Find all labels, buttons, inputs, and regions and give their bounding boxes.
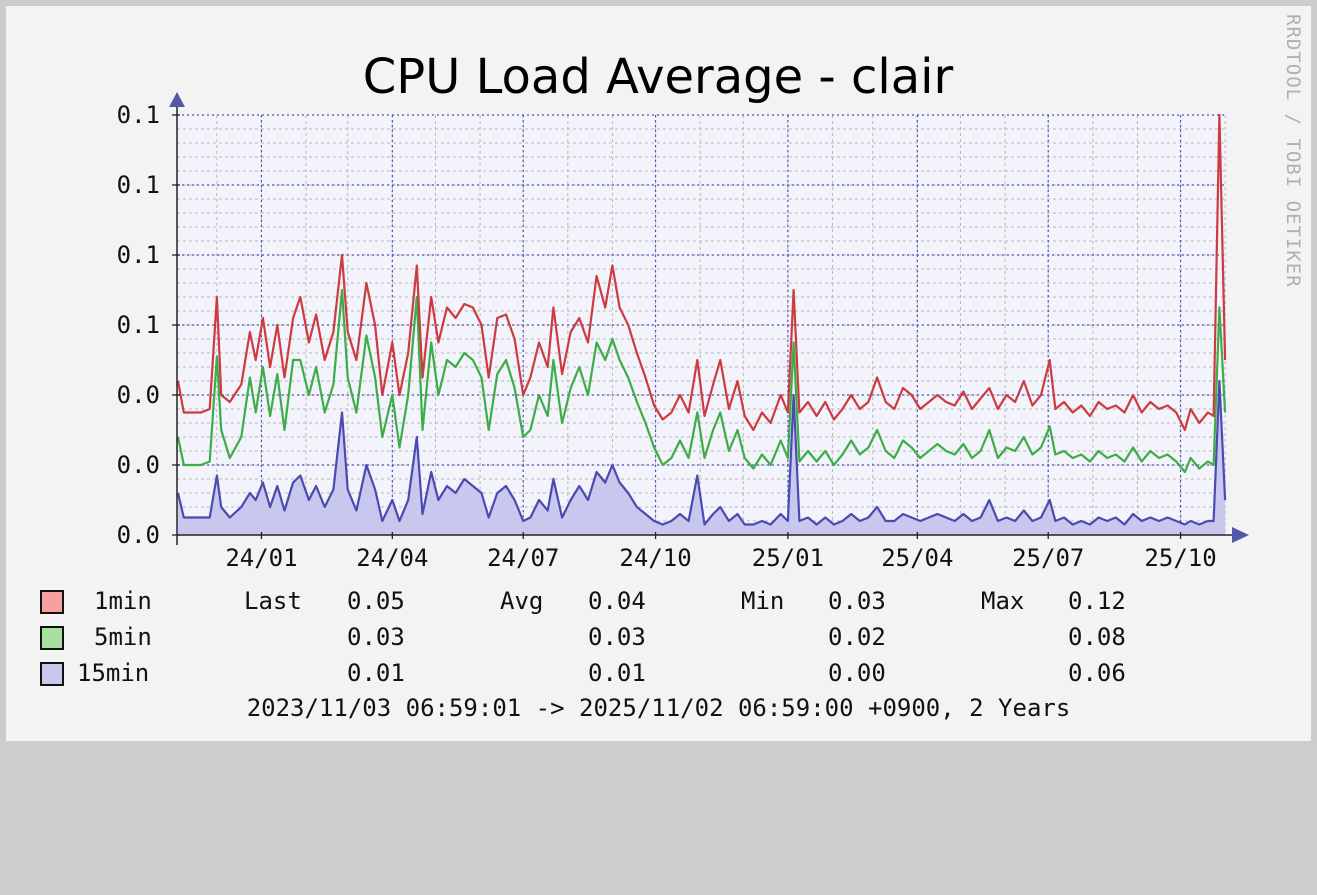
x-tick-label: 24/01 (225, 544, 297, 572)
legend-row-15min: 15min 0.01 0.01 0.00 0.06 (40, 659, 1126, 687)
legend-swatch-5min (40, 626, 64, 650)
y-tick-label: 0.1 (117, 311, 160, 339)
legend-header-max: Max (981, 587, 1025, 615)
y-tick-label: 0.0 (117, 521, 160, 549)
legend-value-max: 0.12 (1068, 587, 1126, 615)
time-range-footer: 2023/11/03 06:59:01 -> 2025/11/02 06:59:… (246, 694, 1071, 722)
major-grid (177, 114, 1227, 535)
rrdtool-watermark: RRDTOOL / TOBI OETIKER (1282, 14, 1304, 288)
x-tick-label: 25/10 (1144, 544, 1216, 572)
legend-value-min: 0.02 (828, 623, 886, 651)
x-tick-label: 24/07 (487, 544, 559, 572)
y-tick-label: 0.1 (117, 171, 160, 199)
legend-swatch-15min (40, 662, 64, 686)
legend-series-name: 15min (77, 659, 150, 687)
legend-header-avg: Avg (500, 587, 544, 615)
legend-value-max: 0.08 (1068, 623, 1126, 651)
legend-series-name: 1min (94, 587, 152, 615)
series-1min-line (176, 113, 1227, 432)
legend-header-last: Last (244, 587, 302, 615)
axes (169, 92, 1249, 545)
legend-series-name: 5min (94, 623, 152, 651)
legend-header-min: Min (741, 587, 785, 615)
legend-value-min: 0.03 (828, 587, 886, 615)
series-15min-line (176, 379, 1227, 526)
load-average-chart: CPU Load Average - clair 0.0 0.0 0.0 0.1 0.1… (117, 49, 1249, 572)
y-tick-label: 0.0 (117, 451, 160, 479)
legend-value-avg: 0.03 (588, 623, 646, 651)
legend-value-last: 0.01 (347, 659, 405, 687)
y-tick-label: 0.1 (117, 241, 160, 269)
legend-value-last: 0.03 (347, 623, 405, 651)
x-tick-label: 24/10 (619, 544, 691, 572)
legend-swatch-1min (40, 590, 64, 614)
legend-value-last: 0.05 (347, 587, 405, 615)
legend-value-max: 0.06 (1068, 659, 1126, 687)
y-axis-arrow (169, 92, 185, 107)
x-tick-label: 25/04 (881, 544, 953, 572)
x-tick-label: 24/04 (356, 544, 428, 572)
x-axis-labels: 24/01 24/04 24/07 24/10 25/01 25/04 25/07 25/10 (225, 544, 1216, 572)
legend-row-5min: 5min 0.03 0.03 0.02 0.08 (40, 623, 1126, 651)
y-tick-label: 0.1 (117, 101, 160, 129)
legend-value-min: 0.00 (828, 659, 886, 687)
legend-value-avg: 0.04 (588, 587, 646, 615)
x-axis-arrow (1232, 527, 1249, 543)
series-15min-area (178, 381, 1226, 535)
chart-title: CPU Load Average - clair (363, 49, 954, 105)
legend-row-1min: 1min Last 0.05 Avg 0.04 Min 0.03 Max 0.1… (40, 587, 1126, 615)
y-axis-labels: 0.0 0.0 0.0 0.1 0.1 0.1 0.1 (117, 101, 160, 549)
y-tick-label: 0.0 (117, 381, 160, 409)
series-5min-line (176, 288, 1227, 474)
series-layer (176, 113, 1227, 535)
x-tick-label: 25/07 (1012, 544, 1084, 572)
x-tick-label: 25/01 (752, 544, 824, 572)
legend-value-avg: 0.01 (588, 659, 646, 687)
